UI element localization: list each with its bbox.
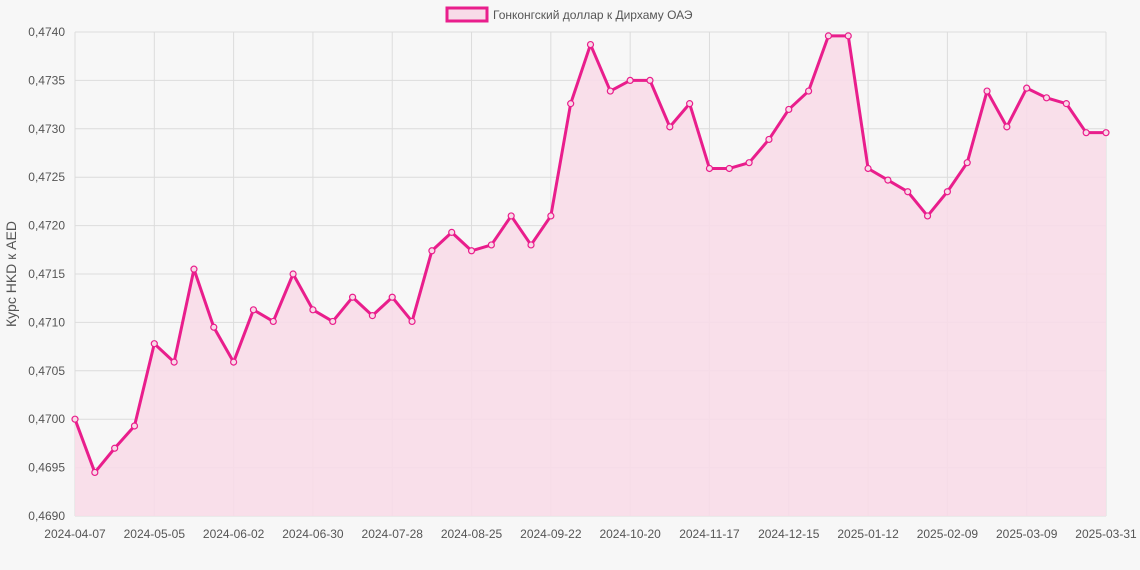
- x-tick-label: 2024-08-25: [441, 527, 503, 541]
- x-tick-label: 2024-12-15: [758, 527, 820, 541]
- data-point[interactable]: [844, 32, 852, 40]
- y-axis-label: Курс HKD к AED: [3, 221, 19, 327]
- data-point[interactable]: [884, 176, 892, 184]
- data-point[interactable]: [507, 212, 515, 220]
- x-tick-label: 2025-03-31: [1075, 527, 1137, 541]
- data-point[interactable]: [586, 40, 595, 49]
- x-tick-label: 2025-01-12: [837, 527, 899, 541]
- data-point[interactable]: [150, 340, 158, 348]
- data-point[interactable]: [210, 323, 218, 331]
- data-point[interactable]: [666, 123, 674, 131]
- y-axis-ticks: 0,4690 0,4695 0,4700 0,4705 0,4710 0,4715 0,47…: [28, 25, 65, 523]
- y-tick-label: 0,4690: [28, 509, 65, 523]
- data-point[interactable]: [1102, 129, 1110, 137]
- y-tick-label: 0,4735: [28, 73, 65, 87]
- data-point[interactable]: [527, 241, 535, 249]
- data-point[interactable]: [111, 444, 119, 452]
- data-point[interactable]: [864, 164, 872, 173]
- data-point[interactable]: [71, 415, 79, 423]
- y-tick-label: 0,4730: [28, 122, 65, 136]
- data-point[interactable]: [388, 293, 396, 301]
- data-point[interactable]: [567, 100, 575, 108]
- data-point[interactable]: [190, 265, 198, 273]
- data-point[interactable]: [1062, 100, 1070, 108]
- data-point[interactable]: [745, 159, 753, 167]
- x-tick-label: 2024-11-17: [679, 527, 740, 541]
- data-point[interactable]: [428, 247, 436, 255]
- y-tick-label: 0,4740: [28, 25, 65, 39]
- data-point[interactable]: [368, 312, 377, 320]
- x-tick-label: 2024-05-05: [124, 527, 186, 541]
- y-tick-label: 0,4695: [28, 461, 65, 475]
- data-point[interactable]: [230, 358, 238, 366]
- x-axis-ticks: 2024-04-07 2024-05-05 2024-06-02 2024-06-30…: [44, 527, 1137, 541]
- x-tick-label: 2024-06-02: [203, 527, 265, 541]
- data-point[interactable]: [923, 212, 932, 220]
- y-tick-label: 0,4720: [28, 219, 65, 233]
- data-point[interactable]: [606, 87, 614, 95]
- data-point[interactable]: [785, 105, 793, 114]
- data-point[interactable]: [824, 32, 833, 40]
- data-point[interactable]: [626, 76, 634, 85]
- data-point[interactable]: [963, 159, 971, 167]
- data-points: [71, 32, 1110, 477]
- data-point[interactable]: [487, 241, 495, 249]
- data-point[interactable]: [646, 76, 654, 85]
- data-point[interactable]: [904, 188, 912, 196]
- data-point[interactable]: [765, 135, 773, 144]
- x-tick-label: 2024-04-07: [44, 527, 106, 541]
- data-point[interactable]: [467, 247, 476, 255]
- data-point[interactable]: [1082, 129, 1090, 137]
- y-tick-label: 0,4725: [28, 170, 65, 184]
- x-tick-label: 2025-03-09: [996, 527, 1058, 541]
- data-point[interactable]: [91, 468, 99, 477]
- data-point[interactable]: [249, 306, 258, 314]
- data-point[interactable]: [705, 164, 714, 173]
- data-point[interactable]: [329, 317, 337, 326]
- data-point[interactable]: [289, 270, 297, 278]
- data-point[interactable]: [547, 212, 555, 220]
- data-point[interactable]: [408, 317, 416, 326]
- data-point[interactable]: [130, 422, 139, 430]
- legend-swatch: [445, 6, 489, 23]
- y-tick-label: 0,4715: [28, 267, 65, 281]
- x-tick-label: 2024-07-28: [362, 527, 424, 541]
- legend-label: Гонконгский доллар к Дирхаму ОАЭ: [493, 8, 693, 22]
- data-point[interactable]: [804, 87, 813, 95]
- data-point[interactable]: [269, 317, 277, 326]
- data-point[interactable]: [348, 293, 357, 301]
- data-point[interactable]: [1003, 123, 1011, 131]
- data-point[interactable]: [448, 228, 456, 236]
- data-point[interactable]: [309, 306, 317, 314]
- data-point[interactable]: [725, 164, 733, 173]
- data-point[interactable]: [1023, 84, 1031, 92]
- x-tick-label: 2024-06-30: [282, 527, 344, 541]
- data-point[interactable]: [943, 188, 951, 196]
- data-point[interactable]: [983, 87, 991, 95]
- data-point[interactable]: [1042, 94, 1051, 102]
- legend[interactable]: Гонконгский доллар к Дирхаму ОАЭ: [445, 6, 693, 23]
- x-tick-label: 2025-02-09: [917, 527, 979, 541]
- y-tick-label: 0,4705: [28, 364, 65, 378]
- data-point[interactable]: [686, 100, 694, 108]
- x-tick-label: 2024-10-20: [599, 527, 661, 541]
- y-tick-label: 0,4710: [28, 315, 65, 329]
- x-tick-label: 2024-09-22: [520, 527, 582, 541]
- data-point[interactable]: [170, 358, 178, 366]
- y-tick-label: 0,4700: [28, 412, 65, 426]
- series-area-fill: [75, 35, 1106, 517]
